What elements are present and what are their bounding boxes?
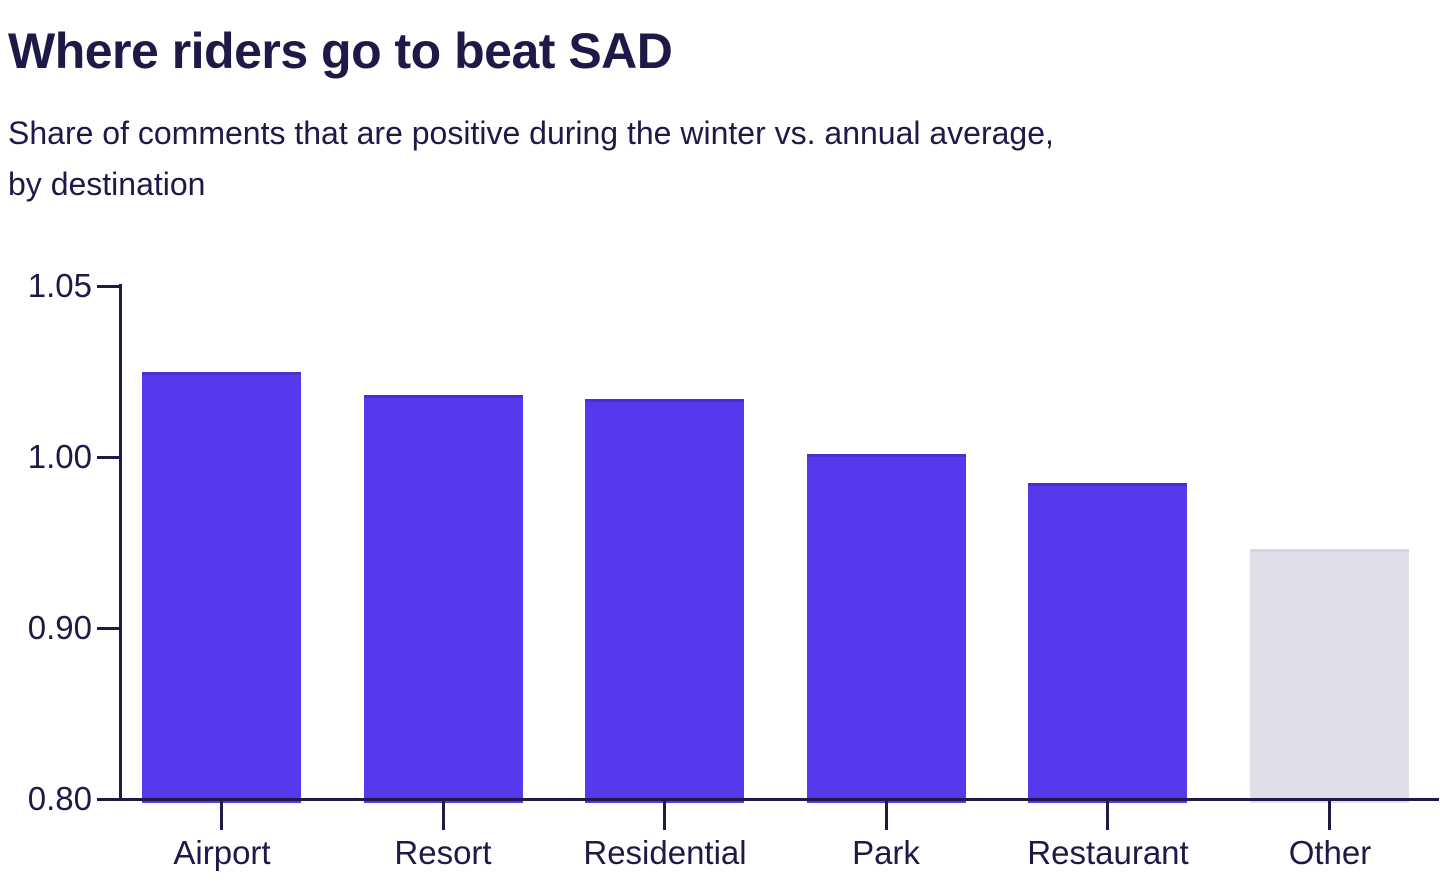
bar-restaurant [1028,483,1188,803]
y-tick-1.05 [96,285,119,288]
bar-other [1250,549,1409,803]
chart-title: Where riders go to beat SAD [8,23,673,79]
chart-subtitle-line-1: Share of comments that are positive duri… [8,115,1054,151]
x-tick-restaurant [1106,800,1109,830]
x-tick-resort [442,800,445,830]
y-tick-1.00 [96,456,119,459]
x-axis-label-residential: Residential [583,834,747,871]
x-tick-other [1328,800,1331,830]
chart-subtitle-line-2: by destination [8,166,206,202]
y-tick-0.90 [96,627,119,630]
y-tick-label-1.00: 1.00 [27,438,92,475]
x-tick-airport [220,800,223,830]
y-tick-label-0.80: 0.80 [27,780,92,817]
y-tick-label-0.90: 0.90 [27,609,92,646]
y-tick-0.80 [96,798,119,801]
x-axis-label-resort: Resort [394,834,492,871]
bar-park [806,454,966,803]
x-tick-residential [663,800,666,830]
bar-residential [585,399,745,803]
y-tick-label-1.05: 1.05 [27,267,92,304]
y-axis-line [118,284,122,800]
x-axis-label-airport: Airport [173,834,271,871]
x-axis-label-park: Park [852,834,920,871]
bar-airport [142,372,301,803]
x-tick-park [885,800,888,830]
x-axis-label-other: Other [1288,834,1372,871]
bar-resort [363,395,523,803]
x-axis-label-restaurant: Restaurant [1027,834,1189,871]
x-axis-line [118,798,1439,801]
chart-subtitle: Share of comments that are positive duri… [8,108,1054,210]
